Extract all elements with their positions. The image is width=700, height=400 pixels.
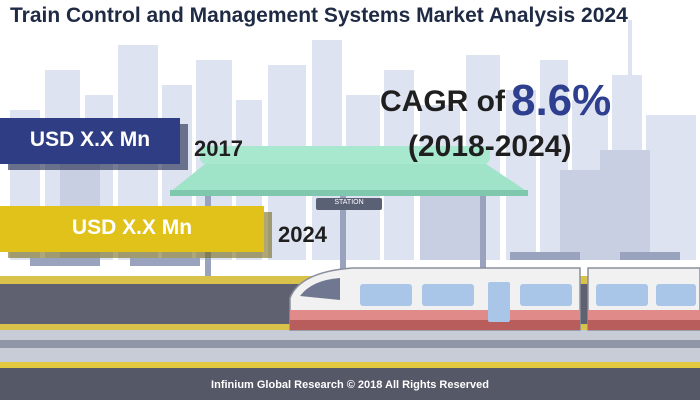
category-label-2017: 2017 [194, 136, 243, 161]
train [289, 267, 700, 331]
category-label-2024: 2024 [278, 222, 327, 247]
cagr-value: 8.6% [510, 76, 612, 125]
bar-2024 [0, 206, 264, 252]
cagr-label: CAGR of 8.6% [380, 76, 611, 126]
chart-title: Train Control and Management Systems Mar… [10, 4, 628, 27]
station-canopy [170, 146, 528, 276]
cagr-period: (2018-2024) [408, 130, 572, 163]
bar-2017 [0, 118, 180, 164]
station-sign: STATION [334, 199, 364, 206]
benches [30, 252, 680, 266]
footer-copyright: Infinium Global Research © 2018 All Righ… [211, 379, 489, 391]
cagr-prefix: CAGR of [380, 85, 505, 118]
bar-value-label-2024: USD X.X Mn [71, 216, 193, 239]
chart-bars [0, 118, 272, 258]
bar-value-label-2017: USD X.X Mn [29, 128, 151, 151]
